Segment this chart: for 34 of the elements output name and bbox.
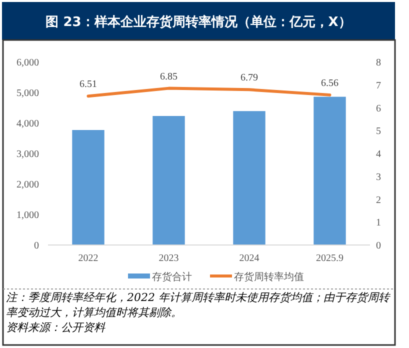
y-tick-label: 2,000 xyxy=(16,180,39,190)
y2-tick-label: 8 xyxy=(376,58,381,68)
y-tick-label: 5,000 xyxy=(16,88,39,99)
legend-label: 存货合计 xyxy=(152,271,192,283)
bar xyxy=(72,130,104,245)
bar xyxy=(314,96,346,245)
y2-tick-label: 4 xyxy=(376,149,381,160)
chart-title: 图 23：样本企业存货周转率情况（单位：亿元，X） xyxy=(46,14,352,30)
legend-label: 存货周转率均值 xyxy=(234,271,304,283)
x-tick-label: 2025.9 xyxy=(316,253,344,264)
data-label: 6.51 xyxy=(80,79,97,90)
data-label: 6.56 xyxy=(321,78,338,89)
text: 资料来源：公开资料 xyxy=(6,320,106,335)
y-tick-label: 6,000 xyxy=(16,58,39,68)
y2-tick-label: 3 xyxy=(376,172,381,183)
x-tick-label: 2022 xyxy=(78,253,98,264)
data-label: 6.85 xyxy=(160,71,178,82)
line-series xyxy=(86,86,332,98)
x-tick-label: 2023 xyxy=(158,253,179,264)
y2-tick-label: 6 xyxy=(376,103,381,114)
y-tick-label: 3,000 xyxy=(16,149,39,160)
y2-tick-label: 7 xyxy=(376,80,381,92)
y2-tick-label: 5 xyxy=(376,126,381,138)
y2-tick-label: 1 xyxy=(376,218,381,229)
y-tick-label: 0 xyxy=(34,240,39,252)
bar xyxy=(152,116,185,245)
y2-tick-label: 2 xyxy=(376,194,381,206)
data-label: 6.79 xyxy=(240,72,258,84)
text: 注：季度周转率经年化，2022 年计算周转率时未使用存货均值；由于存货周转率变动过大，计算均值时将其剔除。 xyxy=(6,290,392,320)
bar xyxy=(233,111,266,245)
x-tick-label: 2024 xyxy=(239,253,260,264)
y2-tick-label: 0 xyxy=(376,240,381,252)
y-tick-label: 4,000 xyxy=(16,118,39,130)
y-tick-label: 1,000 xyxy=(16,210,39,221)
